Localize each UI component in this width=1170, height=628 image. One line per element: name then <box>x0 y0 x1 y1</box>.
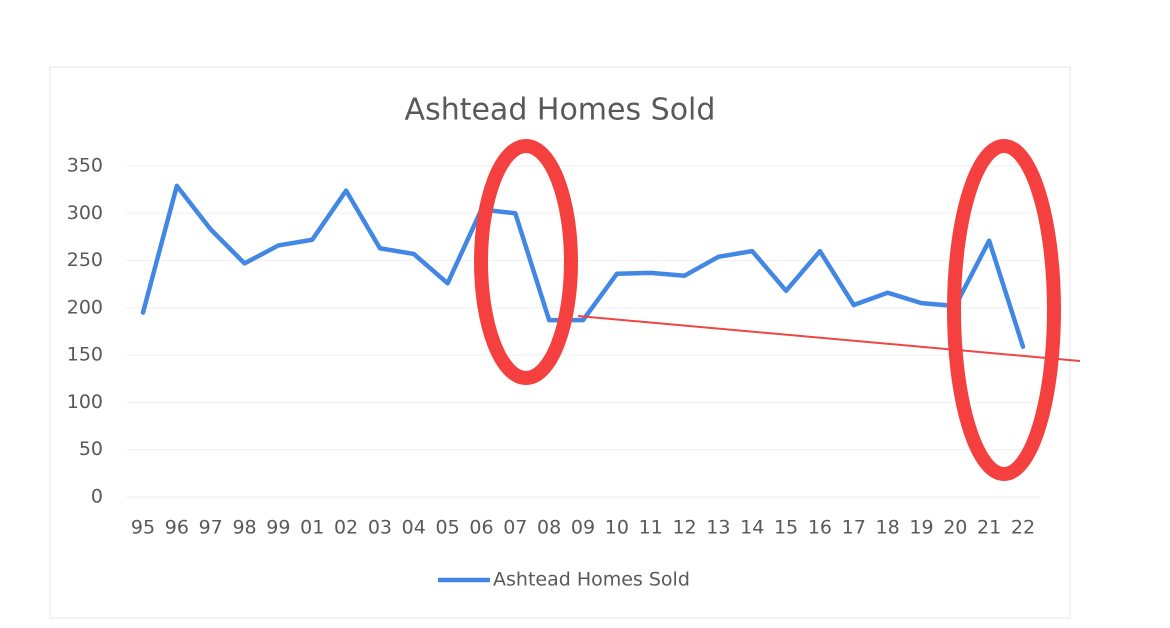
highlight-ellipse <box>474 139 578 385</box>
x-tick-label: 10 <box>605 517 629 539</box>
x-tick-label: 01 <box>300 517 324 539</box>
x-tick-label: 17 <box>842 517 866 539</box>
highlight-ellipse <box>947 139 1061 481</box>
legend-label: Ashtead Homes Sold <box>493 569 690 591</box>
y-tick-label: 150 <box>67 344 103 366</box>
x-tick-label: 98 <box>232 517 256 539</box>
x-tick-label: 13 <box>706 517 730 539</box>
x-tick-label: 07 <box>503 517 527 539</box>
x-tick-label: 12 <box>672 517 696 539</box>
x-tick-label: 97 <box>199 517 223 539</box>
x-tick-label: 06 <box>469 517 493 539</box>
x-tick-label: 95 <box>131 517 155 539</box>
y-tick-label: 300 <box>67 202 103 224</box>
y-tick-label: 250 <box>67 249 103 271</box>
x-tick-label: 03 <box>368 517 392 539</box>
x-tick-label: 09 <box>571 517 595 539</box>
x-tick-label: 18 <box>876 517 900 539</box>
x-tick-label: 05 <box>436 517 460 539</box>
x-tick-label: 16 <box>808 517 832 539</box>
y-tick-label: 200 <box>67 296 103 318</box>
trend-annotation <box>577 315 1081 362</box>
y-tick-label: 50 <box>79 438 103 460</box>
x-tick-label: 14 <box>740 517 764 539</box>
data-line <box>140 183 1026 349</box>
x-tick-label: 19 <box>909 517 933 539</box>
x-tick-label: 96 <box>165 517 189 539</box>
y-tick-label: 350 <box>67 155 103 177</box>
x-tick-label: 21 <box>977 517 1001 539</box>
x-tick-label: 22 <box>1011 517 1035 539</box>
y-tick-label: 0 <box>91 486 103 508</box>
annotations <box>474 139 1081 481</box>
chart-title: Ashtead Homes Sold <box>405 93 716 128</box>
x-tick-label: 02 <box>334 517 358 539</box>
x-tick-label: 08 <box>537 517 561 539</box>
y-tick-label: 100 <box>67 391 103 413</box>
x-tick-label: 11 <box>639 517 663 539</box>
x-tick-label: 99 <box>266 517 290 539</box>
x-tick-label: 20 <box>943 517 967 539</box>
x-tick-label: 04 <box>402 517 426 539</box>
x-tick-label: 15 <box>774 517 798 539</box>
